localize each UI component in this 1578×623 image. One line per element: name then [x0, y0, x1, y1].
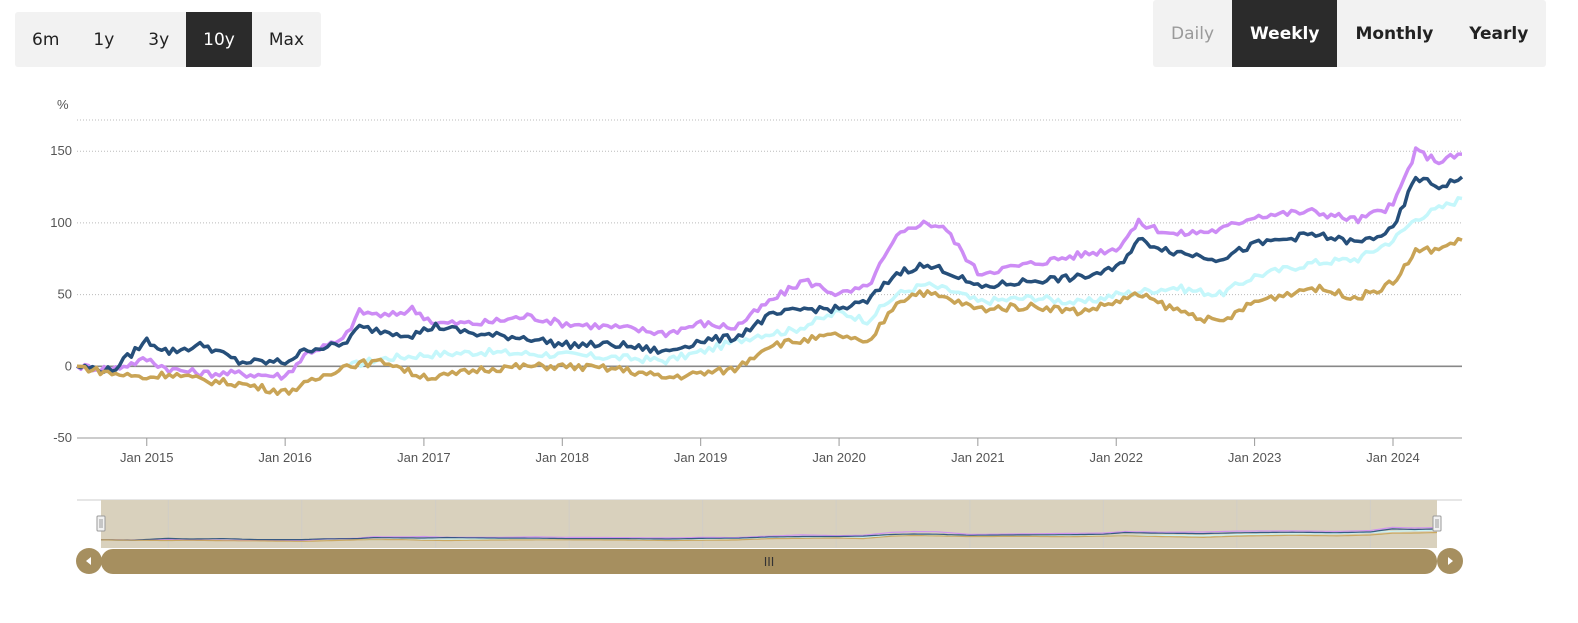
scrollbar-thumb[interactable] [101, 549, 1437, 574]
x-tick-label: Jan 2020 [812, 450, 866, 465]
x-tick-label: Jan 2017 [397, 450, 451, 465]
range-6m-button[interactable]: 6m [15, 12, 76, 67]
period-yearly-button[interactable]: Yearly [1451, 0, 1546, 67]
x-tick-label: Jan 2015 [120, 450, 174, 465]
navigator-right-handle[interactable] [1432, 515, 1442, 532]
x-tick-label: Jan 2023 [1228, 450, 1282, 465]
range-1y-button[interactable]: 1y [76, 12, 131, 67]
scrollbar-grip: III [764, 555, 775, 569]
period-daily-button[interactable]: Daily [1153, 0, 1232, 67]
series-line-4 [76, 236, 1463, 396]
period-monthly-button[interactable]: Monthly [1337, 0, 1451, 67]
period-weekly-button[interactable]: Weekly [1232, 0, 1338, 67]
y-tick-label: 0 [65, 358, 72, 373]
arrow-left-icon [86, 557, 91, 565]
series-lines [75, 146, 1464, 396]
period-selector: Daily Weekly Monthly Yearly [1153, 0, 1547, 67]
series-line-2 [75, 146, 1462, 381]
x-tick-label: Jan 2019 [674, 450, 728, 465]
x-tick-label: Jan 2016 [258, 450, 312, 465]
range-10y-button[interactable]: 10y [186, 12, 252, 67]
x-axis: Jan 2015 Jan 2016 Jan 2017 Jan 2018 Jan 2019… [77, 437, 1462, 465]
grid-lines [77, 119, 1462, 439]
y-axis-label: % [57, 97, 69, 112]
navigator-series-3 [100, 528, 1438, 541]
y-tick-label: -50 [53, 430, 72, 445]
navigator[interactable]: III [76, 499, 1463, 574]
x-tick-label: Jan 2021 [951, 450, 1005, 465]
y-tick-label: 100 [50, 215, 72, 230]
range-selector: 6m 1y 3y 10y Max [15, 12, 322, 67]
series-line-1 [346, 196, 1463, 369]
series-line-3 [76, 175, 1464, 375]
x-tick-label: Jan 2024 [1366, 450, 1420, 465]
range-max-button[interactable]: Max [252, 12, 321, 67]
range-3y-button[interactable]: 3y [131, 12, 186, 67]
y-tick-label: 150 [50, 143, 72, 158]
navigator-selection-mask[interactable] [101, 500, 1437, 548]
y-axis: % -50 0 50 100 150 [50, 97, 72, 445]
x-tick-label: Jan 2022 [1089, 450, 1143, 465]
navigator-left-handle[interactable] [96, 515, 106, 532]
y-tick-label: 50 [58, 287, 72, 302]
x-tick-label: Jan 2018 [536, 450, 590, 465]
navigator-series-4 [100, 531, 1438, 542]
arrow-right-icon [1448, 557, 1453, 565]
